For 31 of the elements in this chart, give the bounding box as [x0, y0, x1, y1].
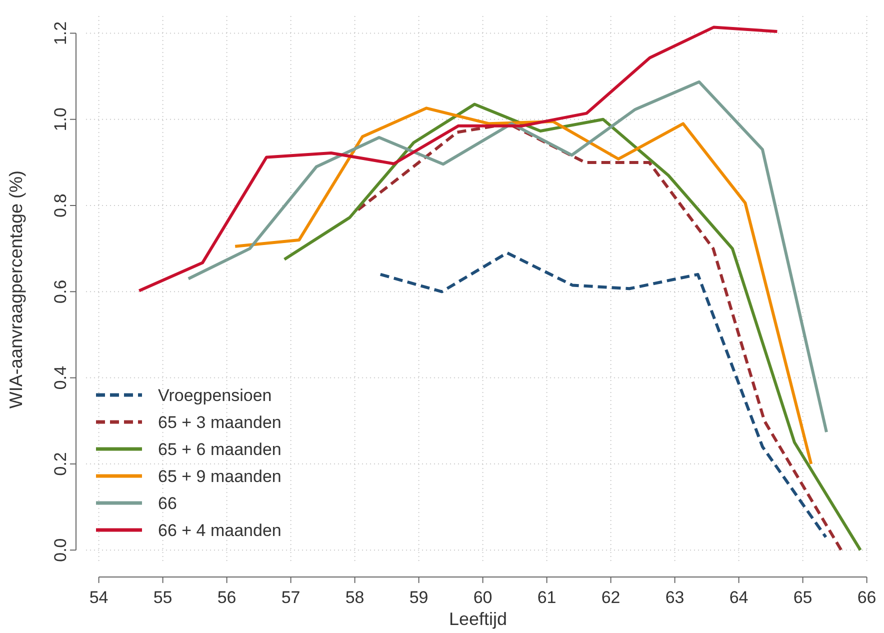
- legend-label: 65 + 6 maanden: [158, 440, 282, 459]
- x-tick-label: 60: [473, 588, 492, 607]
- line-series: [282, 102, 862, 552]
- x-tick-label: 63: [665, 588, 684, 607]
- x-tick-label: 57: [281, 588, 300, 607]
- y-tick-label: 0.4: [51, 366, 70, 390]
- x-tick-label: 66: [857, 588, 876, 607]
- x-tick-label: 56: [217, 588, 236, 607]
- legend-label: 66: [158, 494, 177, 513]
- y-tick-label: 0.0: [51, 538, 70, 562]
- line-series: [378, 251, 828, 539]
- x-tick-label: 54: [89, 588, 108, 607]
- y-tick-label: 0.2: [51, 452, 70, 476]
- y-tick-label: 1.0: [51, 108, 70, 132]
- legend-label: 65 + 9 maanden: [158, 467, 282, 486]
- x-tick-label: 59: [409, 588, 428, 607]
- x-tick-label: 65: [793, 588, 812, 607]
- x-tick-label: 58: [345, 588, 364, 607]
- x-tick-label: 62: [601, 588, 620, 607]
- x-tick-label: 61: [537, 588, 556, 607]
- legend-label: Vroegpensioen: [158, 386, 272, 405]
- y-tick-label: 0.8: [51, 194, 70, 218]
- legend-label: 66 + 4 maanden: [158, 521, 282, 540]
- legend-label: 65 + 3 maanden: [158, 413, 282, 432]
- x-tick-label: 64: [729, 588, 748, 607]
- y-tick-label: 0.6: [51, 280, 70, 304]
- x-tick-label: 55: [153, 588, 172, 607]
- y-tick-label: 1.2: [51, 21, 70, 46]
- line-series: [138, 26, 779, 292]
- x-axis-title: Leeftijd: [448, 609, 508, 629]
- y-axis-title: WIA-aanvraagpercentage (%): [6, 170, 26, 409]
